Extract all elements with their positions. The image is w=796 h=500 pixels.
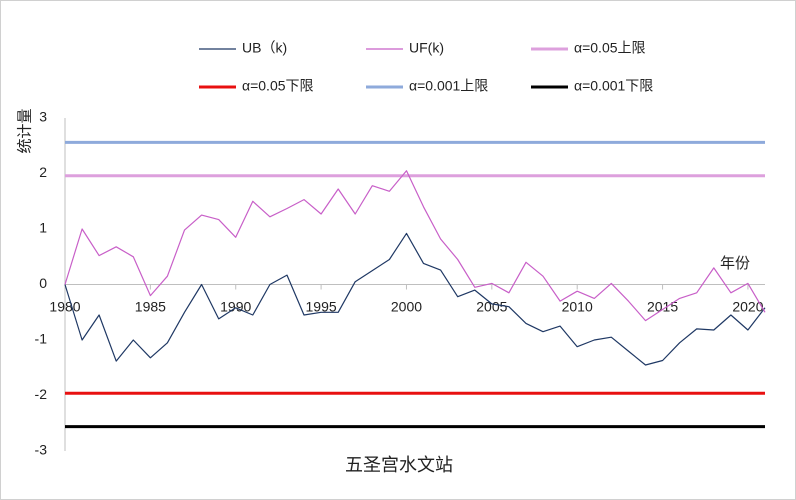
- x-tick-label: 2000: [391, 299, 422, 315]
- y-tick-label: 0: [39, 275, 47, 291]
- y-axis-title: 统计量: [16, 108, 34, 153]
- chart-title: 五圣宫水文站: [345, 455, 453, 476]
- x-tick-label: 2010: [562, 299, 593, 315]
- y-tick-label: -2: [35, 386, 48, 402]
- y-tick-label: 3: [39, 109, 47, 125]
- legend-label: α=0.05下限: [242, 78, 314, 94]
- y-tick-label: -1: [35, 331, 48, 347]
- series-line: [64, 232, 766, 366]
- legend-label: α=0.001上限: [409, 78, 488, 94]
- legend: UB（k) UF(k) α=0.05上限 α=0.05下限 α=0.001上限 α=0.0…: [199, 40, 653, 94]
- x-tick-label: 1995: [306, 299, 337, 315]
- x-tick-label: 2015: [647, 299, 678, 315]
- x-tick-label: 1985: [135, 299, 166, 315]
- x-tick-label: 1990: [220, 299, 251, 315]
- x-tick-label: 2020: [732, 299, 763, 315]
- legend-label: α=0.001下限: [574, 78, 653, 94]
- y-tick-label: -3: [35, 442, 48, 458]
- plot-area: 3 2 1 0 -1 -2 -3 1980 1985 1990 1995 2000 2005 2010 20…: [35, 109, 766, 458]
- y-tick-label: 1: [39, 220, 47, 236]
- x-axis-title: 年份: [720, 254, 750, 272]
- legend-label: UF(k): [409, 40, 444, 56]
- legend-label: α=0.05上限: [574, 40, 646, 56]
- legend-label: UB（k): [242, 40, 287, 56]
- series-line: [64, 170, 766, 322]
- x-tick-label: 2005: [476, 299, 507, 315]
- x-tick-label: 1980: [49, 299, 80, 315]
- y-tick-label: 2: [39, 164, 47, 180]
